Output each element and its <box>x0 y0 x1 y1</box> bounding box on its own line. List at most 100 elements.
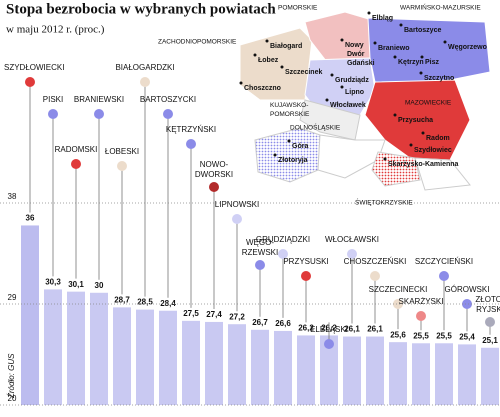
category-label: SKARŻYSKI <box>399 297 444 306</box>
value-label: 27,5 <box>183 309 199 318</box>
pin <box>347 249 357 259</box>
bar <box>44 289 62 405</box>
town-dot <box>383 157 387 161</box>
value-label: 26,7 <box>252 318 268 327</box>
town-dot <box>399 23 403 27</box>
category-label: PRZYSUSKI <box>283 257 328 266</box>
value-label: 27,2 <box>229 312 245 321</box>
town-label: Radom <box>426 135 450 142</box>
value-label: 27,4 <box>206 310 222 319</box>
town-dot <box>287 139 291 143</box>
category-label: BRANIEWSKI <box>74 95 124 104</box>
category-label: ŁOBESKI <box>105 147 139 156</box>
bar <box>251 329 269 405</box>
town-label: Lipno <box>345 89 364 96</box>
value-label: 30,1 <box>68 280 84 289</box>
category-label: SZCZECINECKI <box>369 285 428 294</box>
region-label: MAZOWIECKIE <box>405 100 452 107</box>
town-label: Łobez <box>258 57 279 64</box>
region-label: ZACHODNIOPOMORSKIE <box>158 39 237 46</box>
category-label: BIAŁOGARDZKI <box>115 63 174 72</box>
town-label: Węgorzewo <box>448 44 487 51</box>
pin <box>71 159 81 169</box>
town-dot <box>253 53 257 57</box>
region <box>299 99 361 141</box>
y-tick-label: 29 <box>8 293 17 302</box>
pin <box>278 249 288 259</box>
town-dot <box>419 71 423 75</box>
category-label: WĘGO-RZEWSKI <box>242 238 278 257</box>
region-label: ŚWIĘTOKRZYSKIE <box>355 198 413 207</box>
bar <box>366 336 384 405</box>
value-label: 25,1 <box>482 336 498 345</box>
town-label: Przysucha <box>398 117 433 124</box>
value-label: 26,1 <box>344 325 360 334</box>
category-label: SZYDŁOWIECKI <box>4 63 64 72</box>
bar <box>412 343 430 405</box>
value-label: 30 <box>95 281 104 290</box>
pin <box>439 271 449 281</box>
bar <box>343 336 361 405</box>
region-label: WARMIŃSKO-MAZURSKIE <box>400 3 481 12</box>
town-dot <box>393 55 397 59</box>
town-label: Szczytno <box>424 75 454 82</box>
bar <box>113 307 131 405</box>
category-label: LIPNOWSKI <box>215 200 259 209</box>
pin <box>370 271 380 281</box>
bar <box>481 347 499 405</box>
bar <box>228 324 246 405</box>
bar <box>320 335 338 405</box>
town-label: Skarżysko-Kamienna <box>388 161 459 168</box>
category-label: ZŁOTO-RYJSKI <box>475 295 500 314</box>
region-label: KUJAWSKO-POMORSKIE <box>270 102 310 118</box>
region <box>414 157 471 191</box>
town-dot <box>420 55 424 59</box>
bar <box>389 342 407 405</box>
category-label: NOWO-DWORSKI <box>195 160 233 179</box>
pin <box>301 271 311 281</box>
town-dot <box>265 39 269 43</box>
value-label: 25,5 <box>436 331 452 340</box>
pin <box>393 299 403 309</box>
category-label: ELBLĄSKI <box>310 325 348 334</box>
bar <box>182 320 200 405</box>
value-label: 26,1 <box>367 325 383 334</box>
value-label: 36 <box>26 214 35 223</box>
value-label: 28,4 <box>160 299 176 308</box>
bar <box>136 309 154 405</box>
category-label: RADOMSKI <box>55 145 98 154</box>
town-label: Włocławek <box>330 102 366 109</box>
category-label: GRUDZIĄDZKI <box>256 235 310 244</box>
pin <box>255 260 265 270</box>
category-label: GÓROWSKI <box>445 285 490 294</box>
category-label: SZCZYCIEŃSKI <box>415 257 473 266</box>
value-label: 30,3 <box>45 278 61 287</box>
map <box>239 11 491 191</box>
town-label: Szydłowiec <box>414 147 452 154</box>
town-label: Nowy Dwór Gdański <box>345 42 375 67</box>
value-label: 26,2 <box>298 324 314 333</box>
category-label: BARTOSZYCKI <box>140 95 196 104</box>
town-dot <box>373 41 377 45</box>
town-label: Bartoszyce <box>404 27 441 34</box>
category-label: KĘTRZYŃSKI <box>166 125 216 134</box>
category-label: WŁOCŁAWSKI <box>325 235 379 244</box>
town-dot <box>325 98 329 102</box>
bar <box>67 291 85 405</box>
town-label: Pisz <box>425 59 440 66</box>
chart-subtitle: w maju 2012 r. (proc.) <box>6 24 105 36</box>
source: Źródło: GUS <box>7 353 16 399</box>
town-dot <box>421 131 425 135</box>
pin <box>462 299 472 309</box>
town-dot <box>340 85 344 89</box>
y-tick-label: 20 <box>8 394 17 403</box>
town-label: Złotoryja <box>278 157 308 164</box>
region-label: POMORSKIE <box>278 5 318 12</box>
bar <box>90 292 108 405</box>
bar <box>435 343 453 405</box>
pin <box>186 139 196 149</box>
town-dot <box>367 11 371 15</box>
bar <box>21 225 39 405</box>
pin <box>94 109 104 119</box>
town-dot <box>409 143 413 147</box>
